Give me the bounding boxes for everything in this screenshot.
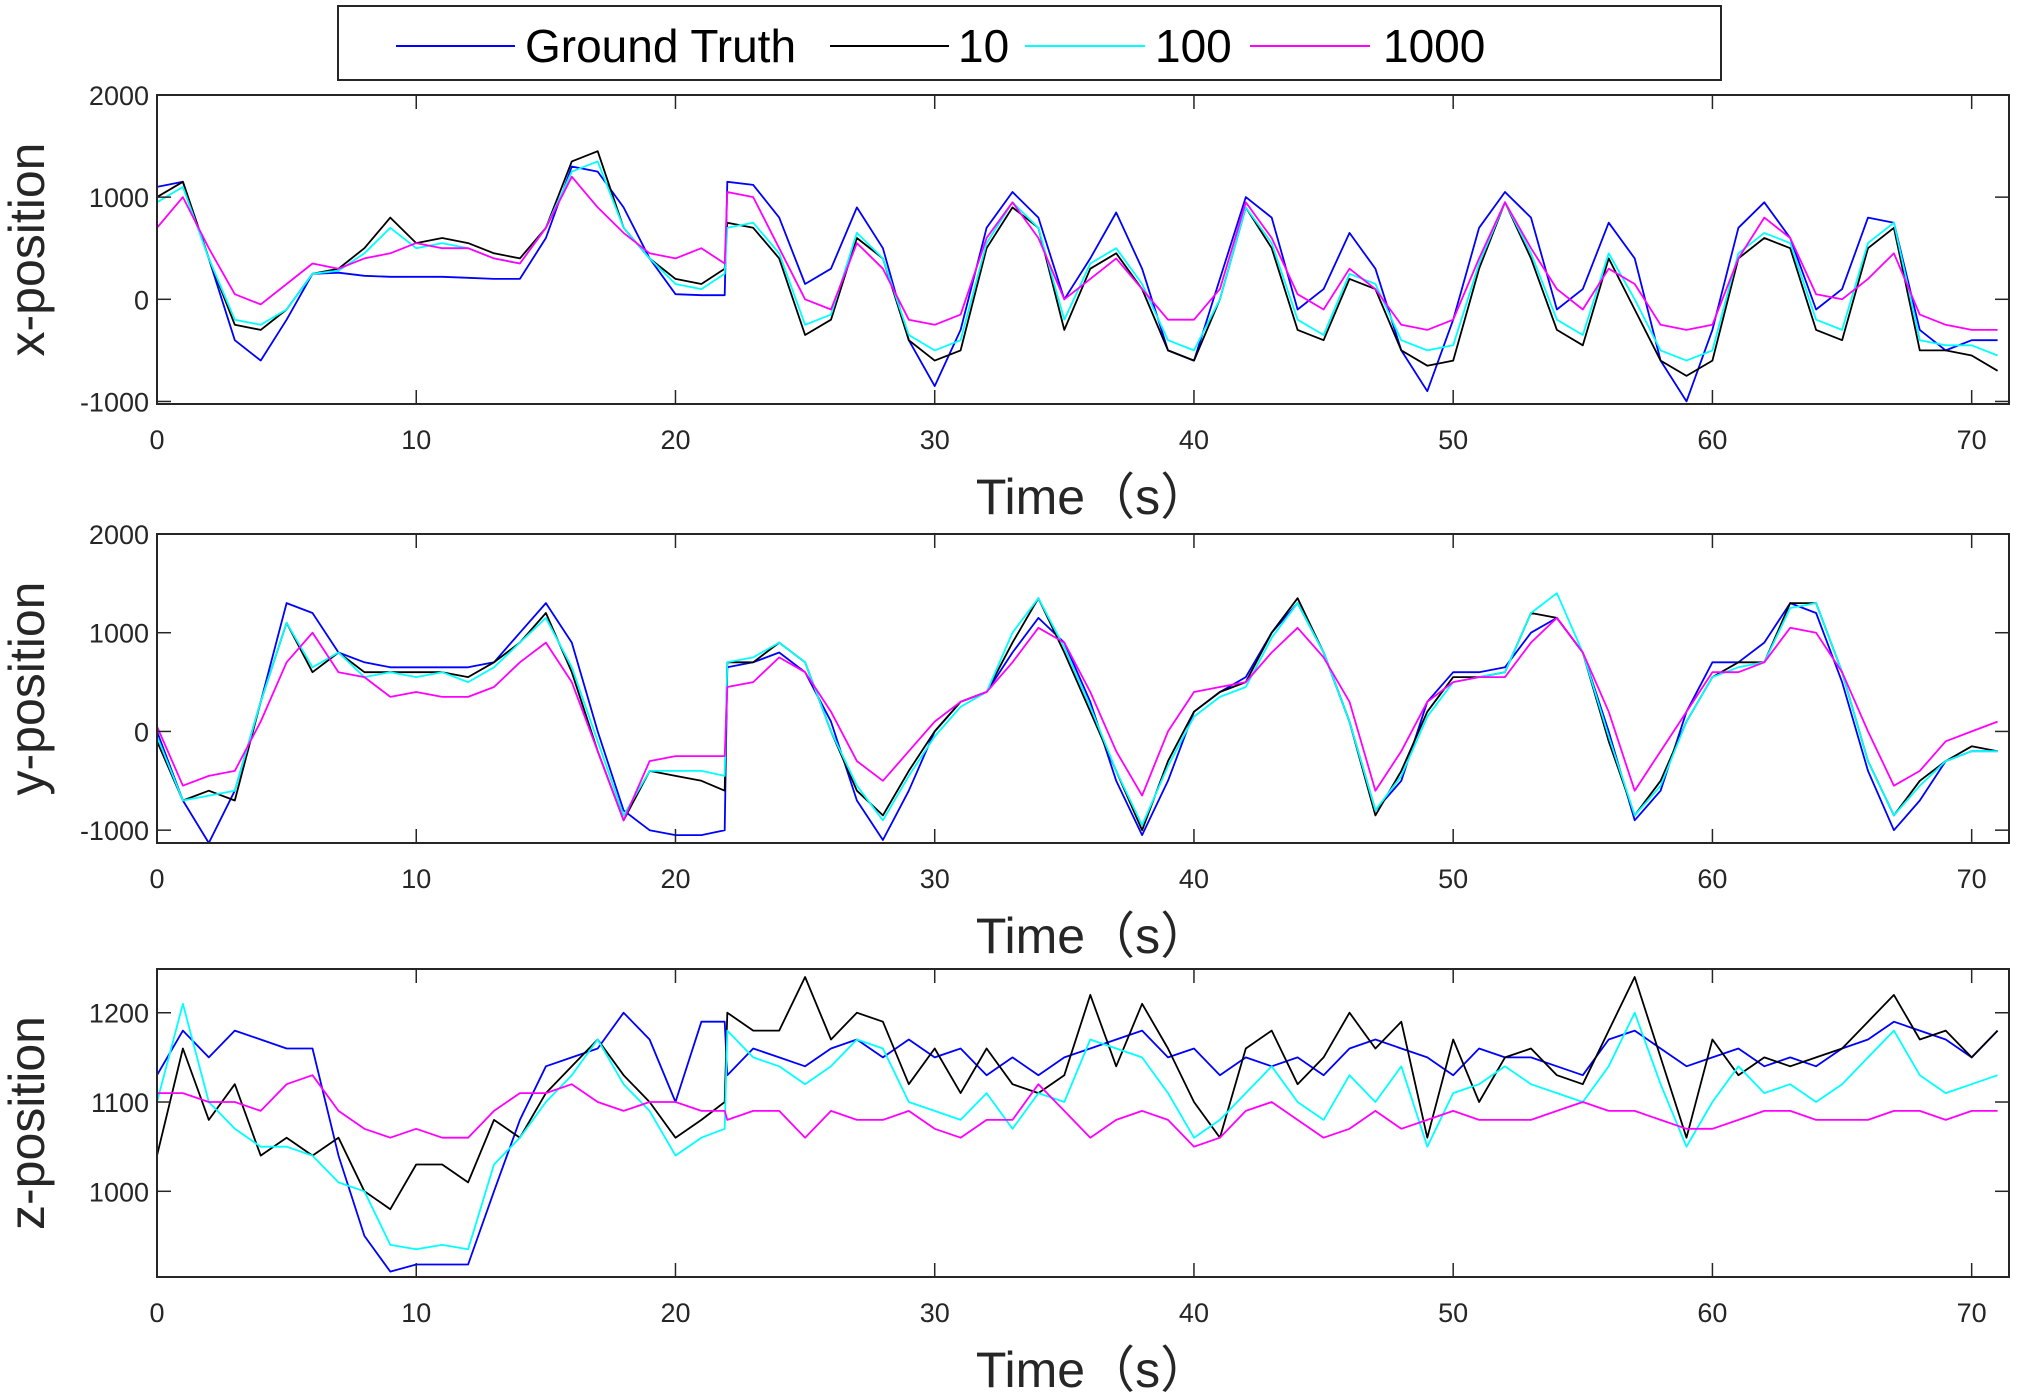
x-tick-label: 40 <box>1179 864 1209 894</box>
y-tick-label: -1000 <box>80 816 149 846</box>
x-tick-label: 60 <box>1697 1298 1727 1328</box>
y-axis-label: z-position <box>0 1016 55 1230</box>
x-tick-label: 30 <box>920 1298 950 1328</box>
x-tick-label: 20 <box>660 425 690 455</box>
x-tick-label: 70 <box>1957 1298 1987 1328</box>
axes-box <box>156 94 2010 405</box>
y-tick-label: 0 <box>134 717 149 747</box>
x-tick-label: 10 <box>401 864 431 894</box>
x-tick-label: 0 <box>149 864 164 894</box>
axes-box <box>156 533 2010 844</box>
x-axis-label: Time（s） <box>976 1342 1210 1392</box>
series-line-1000 <box>157 617 1998 822</box>
y-position-panel: 0 10 20 30 40 50 60 70-1000010002000Time（s）y-po… <box>0 520 2010 964</box>
legend-box <box>337 5 1722 81</box>
legend-label-10: 10 <box>958 20 1009 72</box>
series-line-10 <box>157 976 1999 1211</box>
y-axis-label: y-position <box>0 582 55 796</box>
y-tick-label: 2000 <box>89 81 149 111</box>
y-tick-label: 2000 <box>89 520 149 550</box>
axes-box <box>156 968 2010 1278</box>
series-line-100 <box>157 592 1998 827</box>
series-line-10 <box>157 150 1999 377</box>
x-tick-label: 50 <box>1438 425 1468 455</box>
x-tick-label: 50 <box>1438 1298 1468 1328</box>
x-position-panel: 0 10 20 30 40 50 60 70-1000010002000Time（s）x-po… <box>0 81 2010 525</box>
x-tick-label: 40 <box>1179 425 1209 455</box>
legend-label-ground-truth: Ground Truth <box>525 20 796 72</box>
x-tick-label: 20 <box>660 1298 690 1328</box>
x-tick-label: 20 <box>660 864 690 894</box>
y-axis-label: x-position <box>0 143 55 357</box>
series-line-1000 <box>157 175 1998 331</box>
y-tick-label: 1000 <box>89 1177 149 1207</box>
y-tick-label: 1100 <box>91 1088 149 1118</box>
x-tick-label: 60 <box>1697 425 1727 455</box>
series-line-100 <box>157 160 1998 362</box>
x-tick-label: 70 <box>1957 425 1987 455</box>
z-position-panel: 0 10 20 30 40 50 60 70 1000 1100 1200 Time（s） z-posi… <box>0 968 2010 1392</box>
y-tick-label: 1000 <box>89 183 149 213</box>
y-tick-label: 0 <box>134 285 149 315</box>
series-line-10 <box>157 597 1998 832</box>
x-axis-label: Time（s） <box>976 469 1210 525</box>
series-line-100 <box>157 1002 1998 1251</box>
series-line-ground-truth <box>157 1011 1999 1273</box>
y-tick-label: -1000 <box>80 387 149 417</box>
legend: Ground Truth 10 100 1000 <box>337 5 1722 81</box>
series-line-ground-truth <box>157 602 1998 843</box>
x-tick-label: 0 <box>149 425 164 455</box>
x-tick-label: 50 <box>1438 864 1468 894</box>
x-tick-label: 0 <box>149 1298 164 1328</box>
series-line-ground-truth <box>157 165 1998 403</box>
legend-label-1000: 1000 <box>1383 20 1485 72</box>
x-tick-label: 60 <box>1697 864 1727 894</box>
x-tick-label: 30 <box>920 425 950 455</box>
x-tick-label: 40 <box>1179 1298 1209 1328</box>
x-tick-label: 30 <box>920 864 950 894</box>
x-tick-label: 10 <box>401 425 431 455</box>
x-tick-label: 70 <box>1957 864 1987 894</box>
y-tick-label: 1000 <box>89 619 149 649</box>
y-tick-label: 1200 <box>89 999 149 1029</box>
legend-label-100: 100 <box>1155 20 1232 72</box>
x-tick-label: 10 <box>401 1298 431 1328</box>
x-axis-label: Time（s） <box>976 908 1210 964</box>
series-line-1000 <box>157 1074 1998 1148</box>
